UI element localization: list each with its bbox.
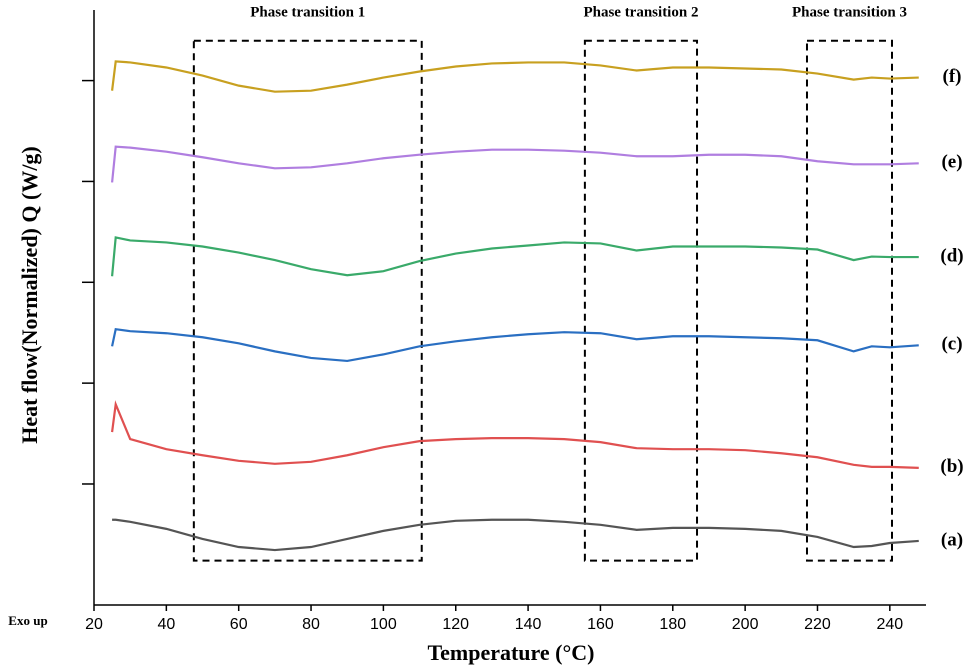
x-tick-label: 140: [515, 616, 542, 633]
curve-label: (a): [941, 529, 963, 550]
x-axis-label: Temperature (°C): [427, 640, 594, 665]
x-tick-label: 200: [732, 616, 759, 633]
curve-label: (f): [943, 66, 962, 87]
y-axis-label: Heat flow(Normalized) Q (W/g): [17, 146, 42, 444]
phase-region: [192, 39, 423, 562]
phase-region: [805, 39, 893, 562]
x-tick-label: 80: [302, 616, 320, 633]
phase-region: [583, 39, 699, 562]
curve-label: (e): [941, 152, 962, 173]
x-tick-label: 240: [876, 616, 903, 633]
x-tick-label: 160: [587, 616, 614, 633]
curve: [112, 518, 919, 552]
curve: [110, 145, 919, 183]
curve-label: (d): [940, 245, 963, 266]
curve: [110, 236, 919, 277]
x-tick-label: 180: [659, 616, 686, 633]
x-tick-label: 40: [157, 616, 175, 633]
region-label: Phase transition 1: [250, 4, 365, 20]
x-tick-label: 100: [370, 616, 397, 633]
x-tick-label: 220: [804, 616, 831, 633]
region-label: Phase transition 3: [792, 4, 907, 20]
region-label: Phase transition 2: [583, 4, 698, 20]
corner-note: Exo up: [8, 613, 47, 628]
x-tick-label: 20: [85, 616, 103, 633]
curve: [111, 327, 919, 363]
curve-label: (b): [940, 456, 963, 477]
curve-label: (c): [941, 334, 962, 355]
x-tick-label: 60: [230, 616, 248, 633]
curve: [110, 60, 919, 93]
x-tick-label: 120: [442, 616, 469, 633]
curve: [110, 400, 919, 469]
